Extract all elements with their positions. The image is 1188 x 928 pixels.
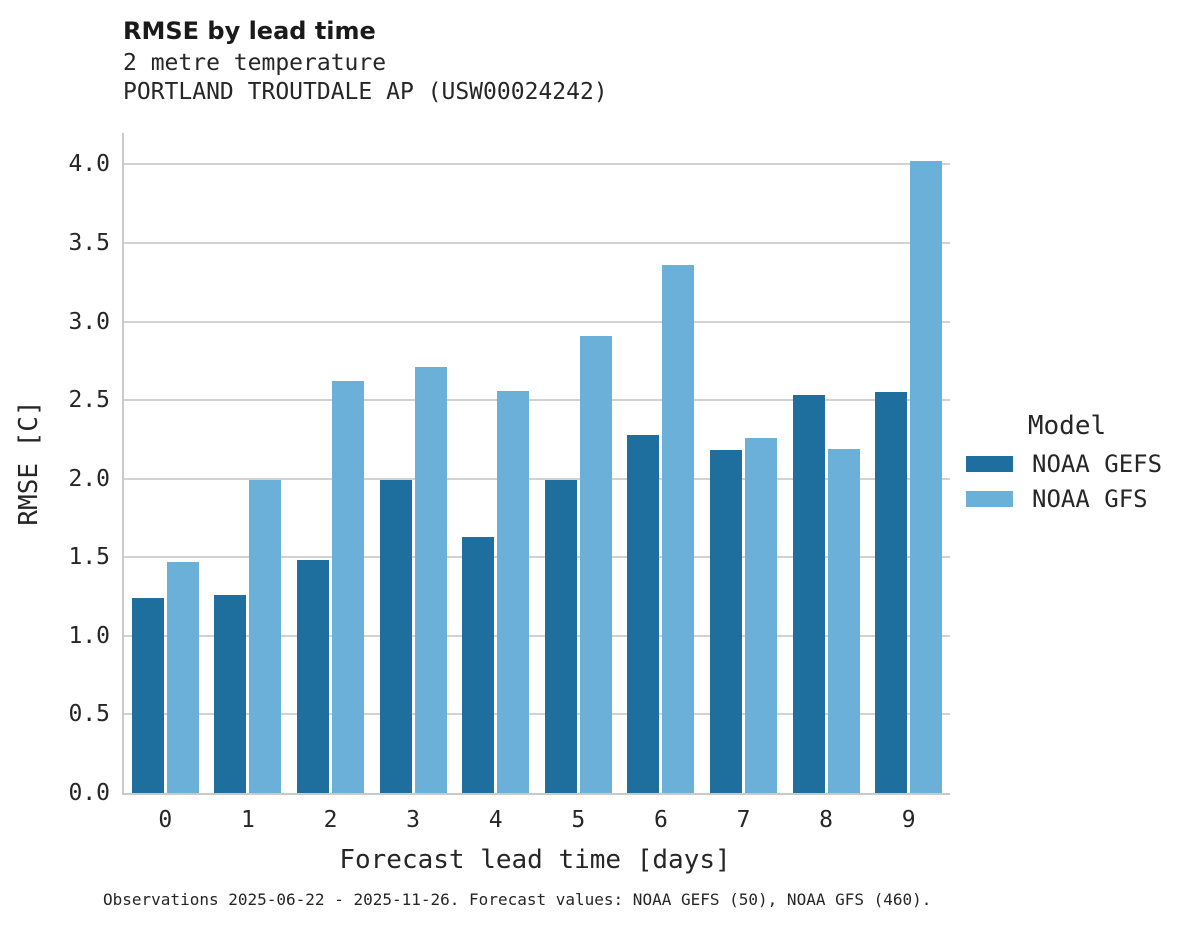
gridline-2.5	[124, 399, 950, 402]
y-tick-label: 1.0	[68, 622, 110, 649]
legend-label: NOAA GEFS	[1032, 449, 1163, 478]
bar-noaa-gefs-day-3	[379, 480, 412, 793]
caption: Observations 2025-06-22 - 2025-11-26. Fo…	[103, 890, 932, 909]
x-tick-label: 9	[901, 807, 916, 833]
x-tick-label: 5	[571, 807, 586, 833]
legend-swatch-noaa-gefs	[966, 455, 1013, 472]
chart-title: RMSE by lead time	[123, 17, 376, 45]
bar-noaa-gefs-day-4	[462, 536, 495, 793]
x-tick-label: 3	[406, 807, 421, 833]
plot-area: 0.0 0.5 1.0 1.5 2.0 2.5 3.0 3.5 4.0 0 1 2 3 4 5 6 7 8 9	[68, 133, 950, 833]
legend-entry-noaa-gefs: NOAA GEFS	[966, 446, 1168, 481]
bar-noaa-gfs-day-6	[662, 265, 695, 793]
gridline-4.0	[124, 163, 950, 166]
gridline-3.5	[124, 242, 950, 244]
y-tick-label: 2.0	[68, 465, 110, 492]
y-tick-label: 2.5	[68, 387, 110, 414]
bar-noaa-gefs-day-7	[710, 450, 742, 793]
bar-noaa-gefs-day-0	[131, 598, 164, 793]
y-tick-label: 0.0	[68, 780, 110, 806]
bar-noaa-gefs-day-5	[544, 480, 577, 793]
bar-noaa-gefs-day-1	[214, 595, 247, 793]
x-tick-label: 1	[240, 807, 255, 833]
bar-noaa-gfs-day-5	[579, 335, 612, 793]
x-tick-label: 0	[158, 807, 173, 833]
bar-noaa-gfs-day-9	[910, 161, 943, 793]
bar-noaa-gfs-day-0	[166, 562, 199, 793]
legend-entry-noaa-gfs: NOAA GFS	[966, 481, 1168, 516]
x-tick-label: 7	[736, 807, 751, 833]
x-tick-label: 8	[819, 807, 834, 833]
bar-noaa-gfs-day-8	[827, 448, 860, 793]
legend-swatch-noaa-gfs	[966, 490, 1013, 507]
x-axis-title: Forecast lead time [days]	[339, 845, 731, 875]
x-tick-label: 6	[653, 807, 668, 833]
bar-noaa-gfs-day-3	[414, 367, 447, 793]
gridline-3.0	[124, 320, 950, 323]
bar-noaa-gefs-day-6	[627, 434, 660, 793]
bar-noaa-gfs-day-4	[497, 390, 530, 793]
gridline-1.0	[124, 634, 950, 637]
gridline-0.5	[124, 713, 950, 716]
y-tick-label: 4.0	[68, 151, 110, 178]
x-tick-label: 2	[323, 807, 338, 833]
legend-entries: NOAA GEFS NOAA GFS	[966, 446, 1168, 516]
bar-noaa-gfs-day-2	[332, 381, 364, 793]
bar-noaa-gfs-day-1	[249, 480, 282, 793]
legend-label: NOAA GFS	[1032, 484, 1148, 513]
chart-subtitle-station: PORTLAND TROUTDALE AP (USW00024242)	[123, 79, 608, 105]
gridline-2.0	[124, 477, 950, 480]
bar-noaa-gefs-day-9	[875, 392, 908, 793]
y-tick-label: 1.5	[68, 544, 110, 571]
legend-title: Model	[1027, 411, 1107, 441]
y-tick-label: 3.0	[68, 308, 110, 335]
bar-noaa-gefs-day-8	[792, 395, 825, 793]
y-tick-label: 3.5	[68, 230, 110, 256]
bar-noaa-gfs-day-7	[745, 437, 777, 793]
bar-noaa-gefs-day-2	[297, 560, 329, 793]
legend: Model NOAA GEFS NOAA GFS	[966, 409, 1168, 516]
chart-subtitle-variable: 2 metre temperature	[123, 50, 387, 76]
y-tick-label: 0.5	[68, 701, 110, 728]
x-tick-label: 4	[488, 807, 503, 833]
gridline-1.5	[124, 556, 950, 559]
